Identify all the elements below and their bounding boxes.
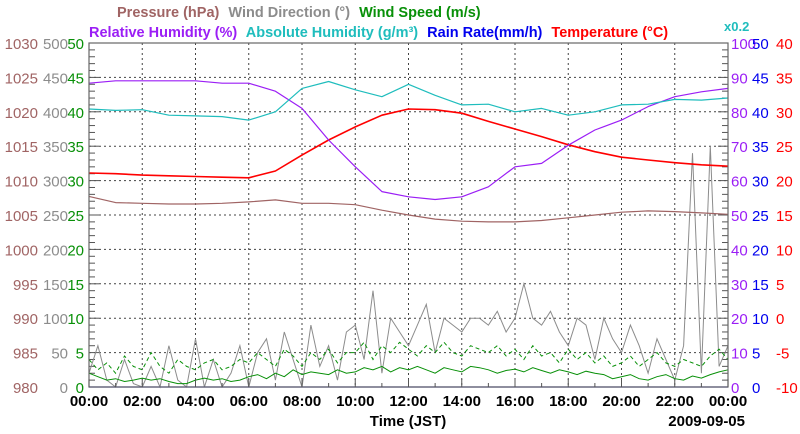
pressure-tick-label: 1005 xyxy=(5,208,38,225)
relative-humidity-tick-label: 30 xyxy=(731,277,748,294)
relative-humidity-tick-label: 40 xyxy=(731,242,748,259)
wind-direction-tick-label: 300 xyxy=(43,174,68,191)
temperature-tick-label: -5 xyxy=(776,346,789,363)
wind-speed-tick-label: 45 xyxy=(67,70,84,87)
wind-direction-tick-label: 250 xyxy=(43,208,68,225)
relative-humidity-tick-label: 80 xyxy=(731,105,748,122)
abs-humidity-scale-note: x0.2 xyxy=(724,19,749,34)
wind-speed-tick-label: 30 xyxy=(67,174,84,191)
x-tick-label: 04:00 xyxy=(176,393,214,410)
relative-humidity-tick-label: 20 xyxy=(731,311,748,328)
pressure-tick-label: 990 xyxy=(13,311,38,328)
x-tick-label: 00:00 xyxy=(709,393,747,410)
relative-humidity-tick-label: 70 xyxy=(731,139,748,156)
temperature-tick-label: 25 xyxy=(776,139,793,156)
x-tick-label: 00:00 xyxy=(70,393,108,410)
axes: 9809859909951000100510101015102010251030… xyxy=(5,36,798,397)
temperature-tick-label: 10 xyxy=(776,242,793,259)
wind-direction-tick-label: 200 xyxy=(43,242,68,259)
series-absolute-humidity xyxy=(88,80,729,121)
pressure-tick-label: 980 xyxy=(13,380,38,397)
temperature-tick-label: 20 xyxy=(776,174,793,191)
x-tick-label: 22:00 xyxy=(656,393,694,410)
wind-speed-tick-label: 50 xyxy=(67,36,84,53)
pressure-tick-label: 1020 xyxy=(5,105,38,122)
wind-direction-tick-label: 150 xyxy=(43,277,68,294)
rain-rate-tick-label: 40 xyxy=(752,105,769,122)
x-tick-label: 02:00 xyxy=(123,393,161,410)
relative-humidity-tick-label: 60 xyxy=(731,174,748,191)
x-tick-label: 08:00 xyxy=(283,393,321,410)
title-line-2: Relative Humidity (%) Absolute Humidity … xyxy=(89,25,668,41)
rain-rate-tick-label: 5 xyxy=(752,346,760,363)
rain-rate-tick-label: 50 xyxy=(752,36,769,53)
relative-humidity-tick-label: 100 xyxy=(731,36,756,53)
wind-speed-tick-label: 20 xyxy=(67,242,84,259)
x-tick-label: 10:00 xyxy=(336,393,374,410)
pressure-tick-label: 1010 xyxy=(5,174,38,191)
wind-direction-tick-label: 350 xyxy=(43,139,68,156)
relative-humidity-tick-label: 0 xyxy=(731,380,739,397)
temperature-tick-label: 35 xyxy=(776,70,793,87)
x-tick-label: 18:00 xyxy=(549,393,587,410)
rain-rate-tick-label: 15 xyxy=(752,277,769,294)
relative-humidity-tick-label: 10 xyxy=(731,346,748,363)
chart-title: Pressure (hPa) Wind Direction (°) Wind S… xyxy=(89,5,749,41)
legend-rain-rate: Rain Rate(mm/h) xyxy=(427,25,542,41)
rain-rate-tick-label: 25 xyxy=(752,208,769,225)
wind-direction-tick-label: 450 xyxy=(43,70,68,87)
legend-absolute-humidity: Absolute Humidity (g/m³) xyxy=(246,25,419,41)
temperature-tick-label: 0 xyxy=(776,311,784,328)
relative-humidity-tick-label: 90 xyxy=(731,70,748,87)
legend-wind-speed: Wind Speed (m/s) xyxy=(359,5,481,21)
legend-pressure: Pressure (hPa) xyxy=(117,5,220,21)
wind-direction-tick-label: 500 xyxy=(43,36,68,53)
pressure-tick-label: 995 xyxy=(13,277,38,294)
wind-speed-tick-label: 15 xyxy=(67,277,84,294)
relative-humidity-tick-label: 50 xyxy=(731,208,748,225)
x-tick-label: 06:00 xyxy=(230,393,268,410)
wind-speed-tick-label: 25 xyxy=(67,208,84,225)
rain-rate-tick-label: 20 xyxy=(752,242,769,259)
title-line-1: Pressure (hPa) Wind Direction (°) Wind S… xyxy=(117,5,481,21)
x-axis-label: Time (JST) xyxy=(370,413,446,430)
temperature-tick-label: 30 xyxy=(776,105,793,122)
pressure-tick-label: 985 xyxy=(13,346,38,363)
wind-speed-tick-label: 40 xyxy=(67,105,84,122)
date-label: 2009-09-05 xyxy=(668,413,745,430)
wind-direction-tick-label: 50 xyxy=(51,346,68,363)
x-tick-label: 16:00 xyxy=(496,393,534,410)
wind-direction-tick-label: 0 xyxy=(60,380,68,397)
series-relative-humidity xyxy=(88,80,729,201)
wind-speed-tick-label: 10 xyxy=(67,311,84,328)
rain-rate-tick-label: 0 xyxy=(752,380,760,397)
x-tick-label: 14:00 xyxy=(443,393,481,410)
temperature-tick-label: 40 xyxy=(776,36,793,53)
temperature-tick-label: 5 xyxy=(776,277,784,294)
grid xyxy=(89,43,728,387)
wind-speed-tick-label: 5 xyxy=(76,346,84,363)
pressure-tick-label: 1025 xyxy=(5,70,38,87)
wind-direction-tick-label: 100 xyxy=(43,311,68,328)
pressure-tick-label: 1000 xyxy=(5,242,38,259)
wind-direction-tick-label: 400 xyxy=(43,105,68,122)
x-axis: 00:00 02:00 04:00 06:00 08:00 10:00 12:00 14:00… xyxy=(70,379,747,410)
x-tick-label: 12:00 xyxy=(389,393,427,410)
rain-rate-tick-label: 35 xyxy=(752,139,769,156)
legend-wind-direction: Wind Direction (°) xyxy=(228,5,350,21)
rain-rate-tick-label: 10 xyxy=(752,311,769,328)
series-wind-direction xyxy=(88,146,729,389)
legend-relative-humidity: Relative Humidity (%) xyxy=(89,25,237,41)
rain-rate-tick-label: 45 xyxy=(752,70,769,87)
wind-speed-tick-label: 0 xyxy=(76,380,84,397)
pressure-tick-label: 1015 xyxy=(5,139,38,156)
rain-rate-tick-label: 30 xyxy=(752,174,769,191)
wind-speed-tick-label: 35 xyxy=(67,139,84,156)
legend-temperature: Temperature (°C) xyxy=(551,25,668,41)
pressure-tick-label: 1030 xyxy=(5,36,38,53)
temperature-tick-label: -10 xyxy=(776,380,798,397)
temperature-tick-label: 15 xyxy=(776,208,793,225)
x-tick-label: 20:00 xyxy=(602,393,640,410)
